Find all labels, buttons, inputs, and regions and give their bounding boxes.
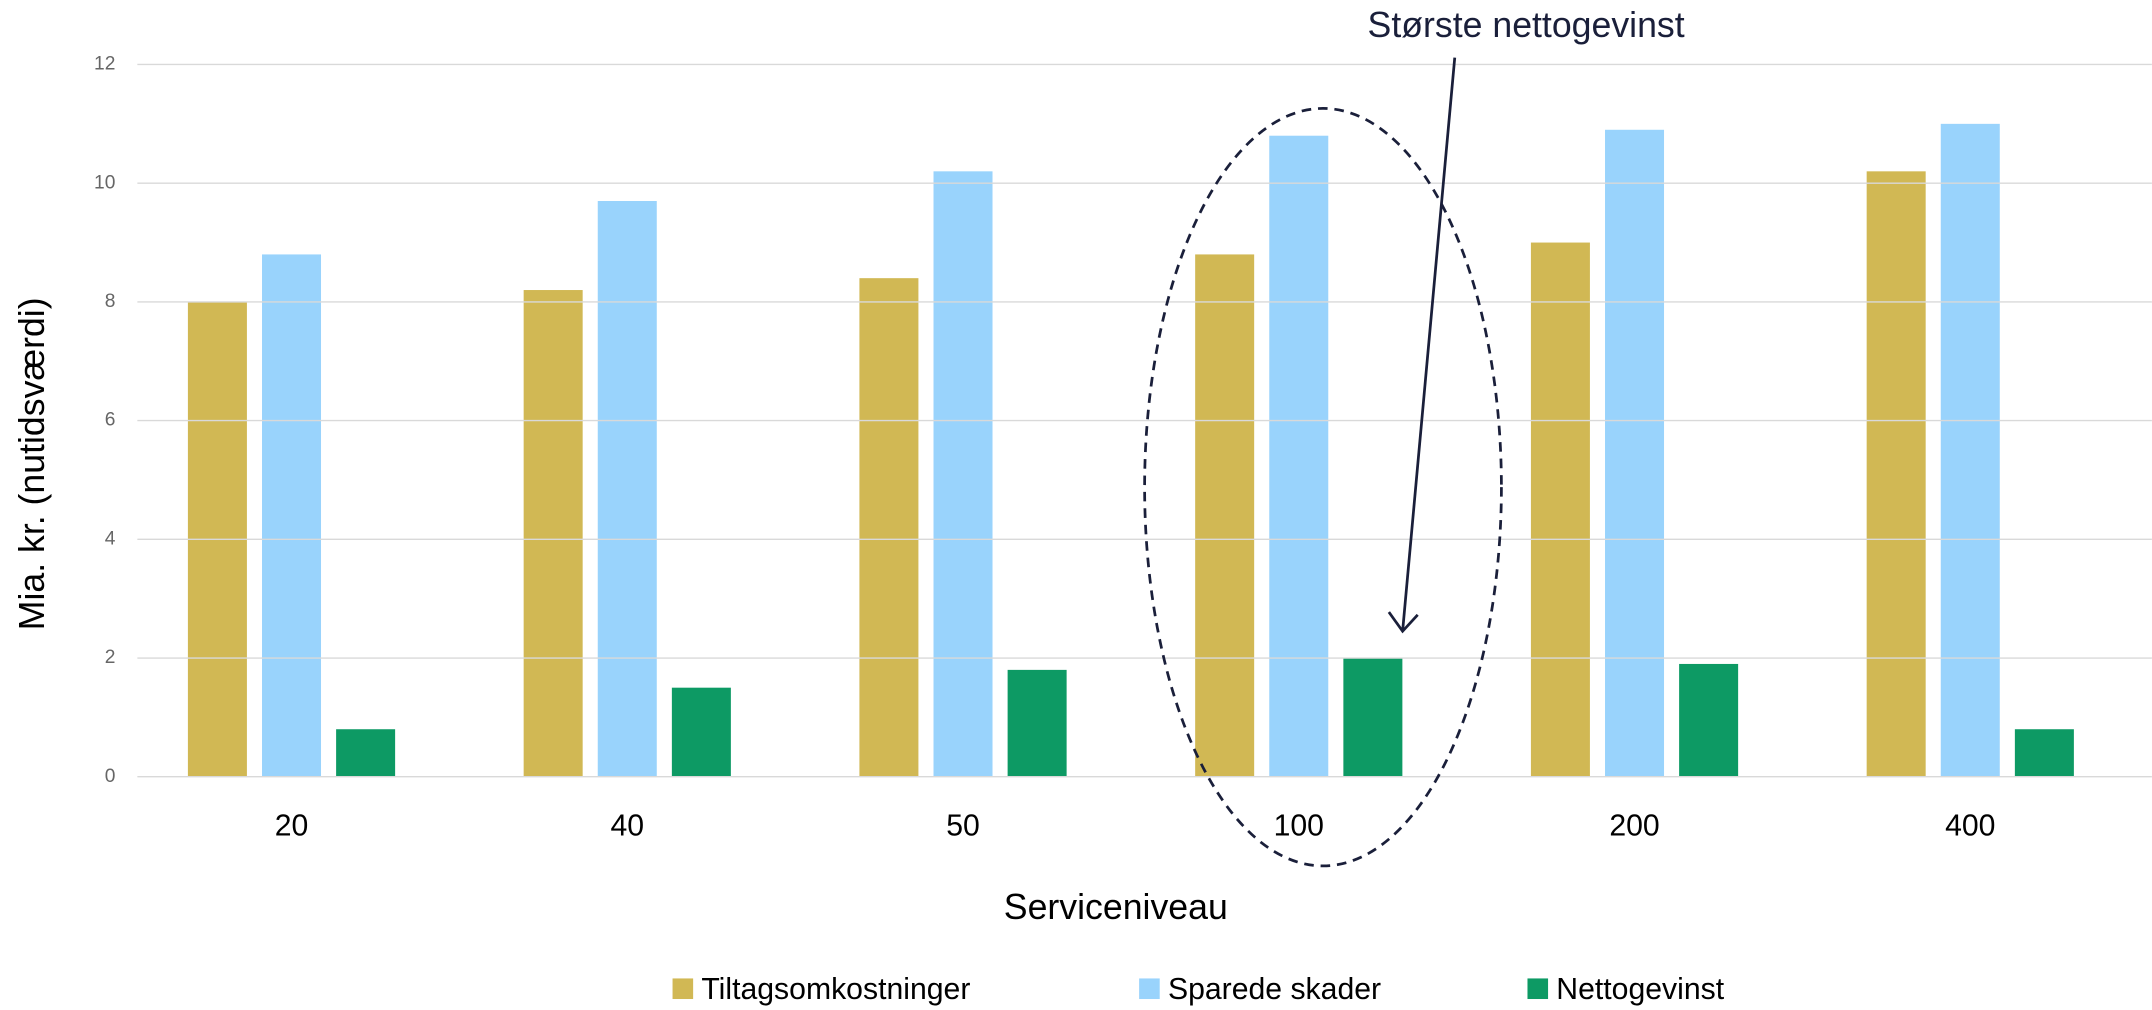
bar xyxy=(523,290,583,777)
x-tick-label: 40 xyxy=(610,809,644,842)
x-tick-label: 50 xyxy=(946,809,980,842)
y-tick-label: 6 xyxy=(105,410,116,431)
x-tick-label: 400 xyxy=(1945,809,1995,842)
y-tick-label: 2 xyxy=(105,647,116,668)
x-tick-label: 200 xyxy=(1609,809,1659,842)
bar xyxy=(671,687,731,777)
bar xyxy=(1605,129,1665,777)
bar xyxy=(1269,135,1329,777)
bar xyxy=(597,201,657,777)
legend-label: Tiltagsomkostninger xyxy=(701,973,970,1006)
bar xyxy=(2014,729,2074,777)
y-tick-label: 4 xyxy=(105,528,116,549)
y-tick-label: 10 xyxy=(94,172,115,193)
y-tick-label: 8 xyxy=(105,291,116,312)
bar xyxy=(336,729,396,777)
bar xyxy=(859,278,919,777)
annotation: Største nettogevinst xyxy=(1368,5,1685,45)
legend-label: Nettogevinst xyxy=(1556,973,1724,1006)
legend-swatch xyxy=(672,978,694,1000)
bar xyxy=(933,171,993,777)
x-axis-title: Serviceniveau xyxy=(1004,887,1228,927)
legend-label: Sparede skader xyxy=(1168,973,1381,1006)
bar xyxy=(1343,658,1403,777)
arrow-head xyxy=(1387,611,1419,634)
bar xyxy=(1940,123,2000,777)
bar xyxy=(1866,171,1926,777)
y-tick-label: 12 xyxy=(94,54,115,75)
bar xyxy=(1007,669,1067,777)
y-axis-title: Mia. kr. (nutidsværdi) xyxy=(12,297,52,630)
y-tick-label: 0 xyxy=(105,766,116,787)
bar xyxy=(1195,254,1255,777)
bar xyxy=(1679,663,1739,777)
x-tick-label: 20 xyxy=(275,809,309,842)
bar xyxy=(262,254,322,777)
x-tick-label: 100 xyxy=(1274,809,1324,842)
bar xyxy=(1530,242,1590,777)
legend-swatch xyxy=(1139,978,1160,1000)
highlight-ellipse xyxy=(1143,107,1503,868)
annotation-arrow xyxy=(1401,57,1457,632)
legend-swatch xyxy=(1527,978,1549,1000)
